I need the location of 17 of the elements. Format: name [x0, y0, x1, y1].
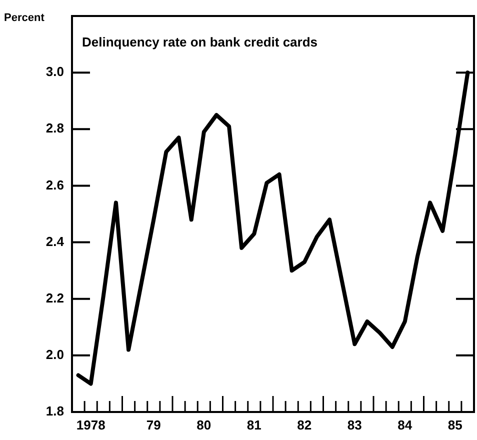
x-tick-label: 85	[448, 417, 462, 432]
text: Delinquency rate on bank credit cards	[82, 34, 318, 50]
x-tick-label: 84	[398, 417, 413, 432]
x-tick-label: 79	[146, 417, 161, 432]
x-tick-label: 1978	[76, 417, 106, 432]
y-tick-label: 2.4	[46, 234, 65, 249]
y-tick-label: 2.0	[46, 347, 64, 362]
x-tick-label: 80	[196, 417, 212, 432]
y-tick-label: 2.6	[46, 177, 64, 192]
y-tick-label: 2.2	[46, 290, 64, 306]
y-tick-label: 3.0	[46, 64, 64, 80]
x-tick-label: 83	[347, 417, 362, 432]
y-tick-label: 1.8	[46, 404, 64, 419]
x-tick-label: 82	[297, 417, 312, 432]
y-axis-title: Percent	[4, 12, 45, 24]
x-tick-label: 81	[246, 417, 262, 432]
y-tick-label: 2.8	[46, 120, 64, 136]
